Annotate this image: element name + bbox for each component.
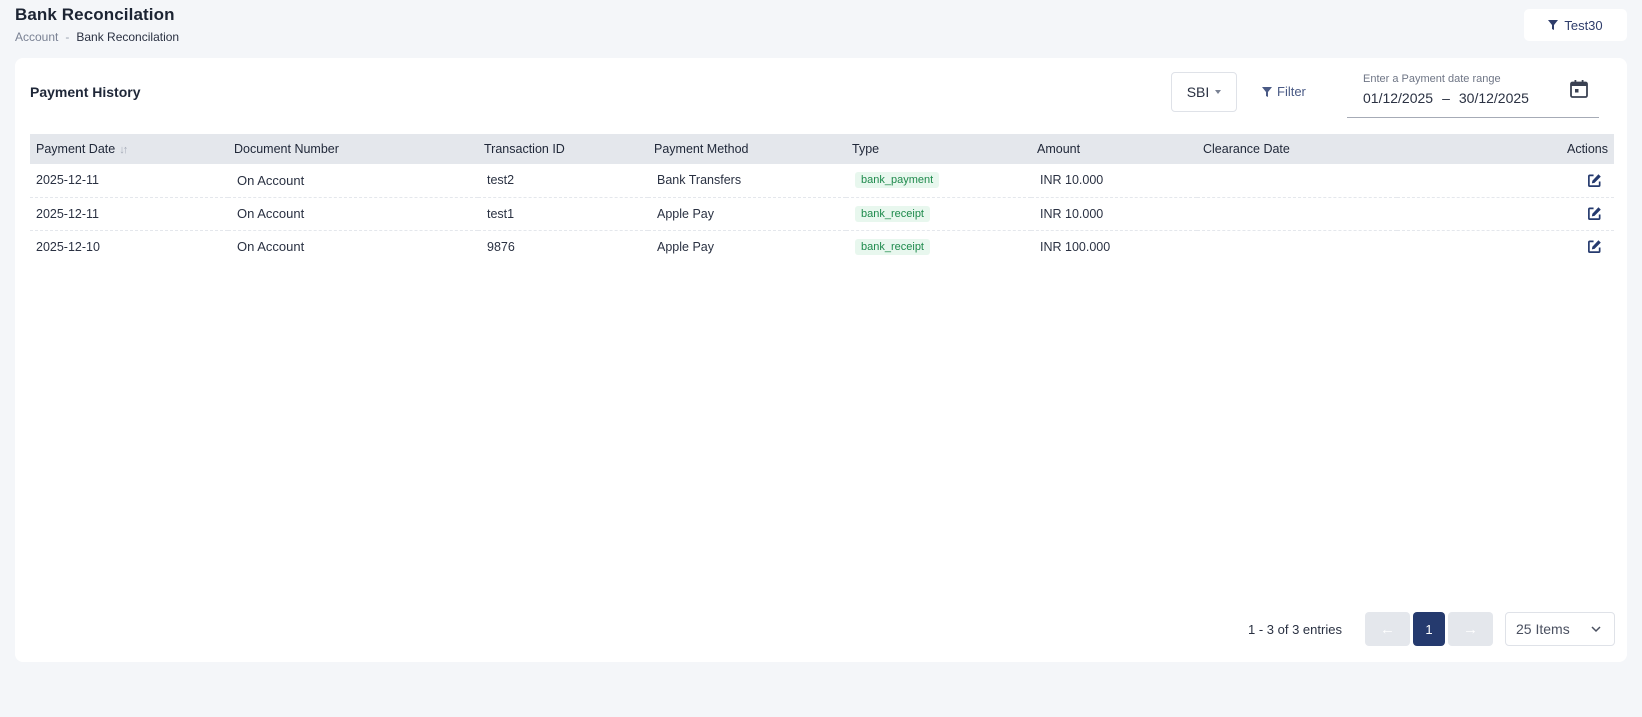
filter-icon bbox=[1548, 20, 1559, 30]
type-badge: bank_payment bbox=[855, 172, 940, 189]
column-header-payment-date[interactable]: Payment Date ↓↑ bbox=[30, 134, 228, 164]
cell-clearance-date bbox=[1197, 164, 1397, 197]
bank-select[interactable]: SBI bbox=[1171, 72, 1237, 112]
cell-document-number: On Account bbox=[237, 206, 305, 221]
sort-icon[interactable]: ↓↑ bbox=[119, 144, 128, 156]
next-page-button[interactable]: → bbox=[1448, 612, 1493, 646]
cell-actions bbox=[1397, 230, 1614, 263]
breadcrumb-separator: - bbox=[65, 30, 70, 44]
cell-type: bank_payment bbox=[846, 164, 1031, 197]
payment-history-card: Payment History SBI Filter Enter a Payme… bbox=[15, 58, 1627, 662]
cell-document-number: On Account bbox=[237, 239, 305, 255]
chevron-down-icon bbox=[1591, 626, 1601, 633]
card-title: Payment History bbox=[30, 84, 141, 100]
table-header-row: Payment Date ↓↑ Document Number Transacti… bbox=[30, 134, 1614, 164]
edit-icon[interactable] bbox=[1587, 239, 1602, 254]
filter-icon bbox=[1262, 86, 1272, 97]
column-header-transaction-id: Transaction ID bbox=[484, 142, 565, 156]
cell-payment-date: 2025-12-11 bbox=[36, 206, 100, 221]
type-badge: bank_receipt bbox=[855, 238, 930, 255]
cell-amount: INR 10.000 bbox=[1040, 206, 1104, 221]
cell-payment-date: 2025-12-11 bbox=[36, 173, 100, 188]
column-header-payment-method: Payment Method bbox=[654, 142, 749, 156]
cell-document-number: On Account bbox=[237, 172, 305, 188]
edit-icon[interactable] bbox=[1587, 206, 1602, 221]
table-row: 2025-12-11 On Account test1 Apple Pay ba… bbox=[30, 197, 1614, 230]
cell-actions bbox=[1397, 197, 1614, 230]
table-row: 2025-12-11 On Account test2 Bank Transfe… bbox=[30, 164, 1614, 197]
top-filter-button-label: Test30 bbox=[1564, 17, 1603, 33]
caret-down-icon bbox=[1215, 90, 1222, 94]
breadcrumb-current: Bank Reconcilation bbox=[76, 30, 180, 44]
page-title: Bank Reconcilation bbox=[15, 5, 175, 24]
column-header-type: Type bbox=[852, 142, 880, 156]
page-button-current[interactable]: 1 bbox=[1413, 612, 1445, 646]
cell-payment-method: Apple Pay bbox=[657, 206, 714, 221]
cell-actions bbox=[1397, 164, 1614, 197]
filter-button[interactable]: Filter bbox=[1262, 84, 1306, 99]
top-filter-button[interactable]: Test30 bbox=[1524, 9, 1627, 41]
calendar-icon[interactable] bbox=[1569, 79, 1589, 99]
items-per-page-value: 25 Items bbox=[1516, 621, 1570, 637]
cell-clearance-date bbox=[1197, 230, 1397, 263]
type-badge: bank_receipt bbox=[855, 205, 930, 222]
column-header-actions: Actions bbox=[1567, 142, 1608, 156]
cell-payment-method: Apple Pay bbox=[657, 239, 714, 254]
edit-icon[interactable] bbox=[1587, 173, 1602, 188]
cell-transaction-id: test2 bbox=[487, 173, 515, 188]
cell-amount: INR 10.000 bbox=[1040, 173, 1104, 188]
filter-label: Filter bbox=[1277, 84, 1306, 99]
payment-table: Payment Date ↓↑ Document Number Transacti… bbox=[30, 134, 1614, 263]
cell-type: bank_receipt bbox=[846, 230, 1031, 263]
prev-page-button[interactable]: ← bbox=[1365, 612, 1410, 646]
bank-select-value: SBI bbox=[1186, 84, 1210, 100]
table-row: 2025-12-10 On Account 9876 Apple Pay ban… bbox=[30, 230, 1614, 263]
cell-payment-date: 2025-12-10 bbox=[36, 239, 100, 254]
entries-count: 1 - 3 of 3 entries bbox=[1248, 622, 1342, 637]
cell-transaction-id: test1 bbox=[487, 206, 515, 221]
breadcrumb-account[interactable]: Account bbox=[15, 30, 59, 44]
date-range-separator: – bbox=[1442, 90, 1450, 106]
date-range-label: Enter a Payment date range bbox=[1363, 73, 1501, 85]
date-range-end[interactable]: 30/12/2025 bbox=[1458, 90, 1529, 106]
breadcrumb: Account - Bank Reconcilation bbox=[15, 30, 179, 44]
column-header-label: Payment Date bbox=[36, 142, 116, 156]
items-per-page-select[interactable]: 25 Items bbox=[1505, 612, 1615, 646]
page-header: Bank Reconcilation Account - Bank Reconc… bbox=[15, 5, 179, 44]
column-header-document-number: Document Number bbox=[234, 142, 339, 156]
cell-amount: INR 100.000 bbox=[1040, 239, 1111, 254]
date-range-value[interactable]: 01/12/2025 – 30/12/2025 bbox=[1363, 90, 1529, 106]
date-range-picker[interactable]: Enter a Payment date range 01/12/2025 – … bbox=[1347, 68, 1599, 118]
cell-clearance-date bbox=[1197, 197, 1397, 230]
date-range-start[interactable]: 01/12/2025 bbox=[1363, 90, 1434, 106]
cell-type: bank_receipt bbox=[846, 197, 1031, 230]
cell-transaction-id: 9876 bbox=[487, 239, 515, 254]
column-header-amount: Amount bbox=[1037, 142, 1081, 156]
cell-payment-method: Bank Transfers bbox=[657, 173, 742, 188]
column-header-clearance-date: Clearance Date bbox=[1203, 142, 1290, 156]
